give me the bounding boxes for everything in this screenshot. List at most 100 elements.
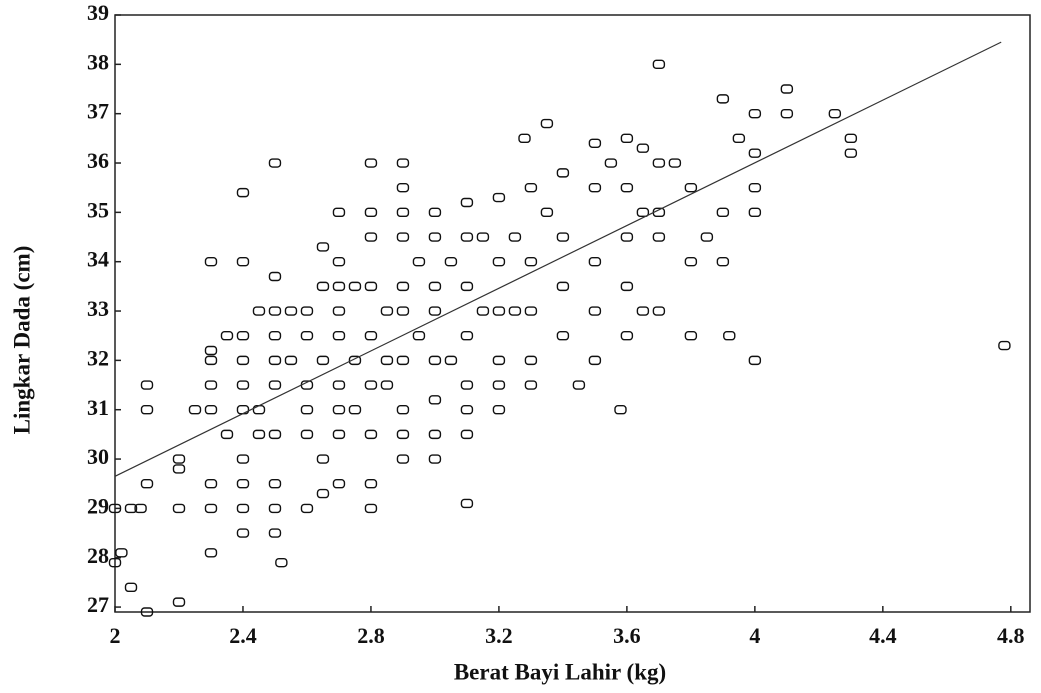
point xyxy=(204,345,218,356)
point xyxy=(364,503,378,514)
point xyxy=(188,405,202,415)
point xyxy=(364,281,378,292)
point xyxy=(556,331,570,341)
point xyxy=(396,306,410,316)
point xyxy=(236,405,250,415)
point xyxy=(268,331,282,341)
point xyxy=(268,380,282,390)
point xyxy=(268,479,282,489)
point xyxy=(444,355,458,366)
point xyxy=(572,380,586,390)
point xyxy=(268,306,282,316)
point xyxy=(284,355,298,366)
point xyxy=(332,479,346,489)
point xyxy=(396,405,410,415)
y-tick-label: 38 xyxy=(87,49,109,74)
point xyxy=(716,94,730,104)
point xyxy=(140,380,154,390)
point xyxy=(748,207,762,218)
point xyxy=(684,182,698,193)
point xyxy=(460,405,474,415)
point xyxy=(332,281,346,292)
point xyxy=(268,503,282,514)
point xyxy=(364,158,378,168)
point xyxy=(236,380,250,390)
point xyxy=(668,158,682,168)
point xyxy=(620,232,634,242)
point xyxy=(492,192,506,203)
point xyxy=(556,168,570,178)
point xyxy=(348,355,362,366)
y-tick-label: 39 xyxy=(87,0,109,25)
point xyxy=(588,306,602,316)
point xyxy=(620,133,634,144)
point xyxy=(268,355,282,366)
point xyxy=(492,405,506,415)
point xyxy=(172,503,186,514)
point xyxy=(204,479,218,489)
point xyxy=(140,607,154,617)
point xyxy=(134,503,147,514)
point xyxy=(396,182,410,193)
point xyxy=(684,256,698,267)
point xyxy=(556,232,570,242)
point xyxy=(604,158,618,168)
point xyxy=(300,503,314,514)
point xyxy=(332,207,346,218)
point xyxy=(380,355,394,366)
point xyxy=(268,158,282,168)
point xyxy=(364,479,378,489)
point xyxy=(540,118,554,129)
x-tick-label: 4 xyxy=(749,623,760,648)
point xyxy=(412,331,426,341)
point xyxy=(108,557,122,568)
point xyxy=(636,306,650,316)
point xyxy=(316,281,330,292)
point xyxy=(636,207,650,218)
point xyxy=(428,306,442,316)
point xyxy=(364,429,378,440)
point xyxy=(236,331,250,341)
point xyxy=(716,207,730,218)
y-tick-label: 28 xyxy=(87,543,109,568)
point xyxy=(620,281,634,292)
point xyxy=(284,306,298,316)
point xyxy=(428,281,442,292)
point xyxy=(252,306,266,316)
point xyxy=(460,331,474,341)
point xyxy=(236,355,250,366)
x-tick-label: 2 xyxy=(110,623,121,648)
point xyxy=(332,256,346,267)
point xyxy=(236,187,250,198)
point xyxy=(236,503,250,514)
point xyxy=(636,143,650,153)
point xyxy=(316,488,330,499)
point xyxy=(332,306,346,316)
point xyxy=(140,479,154,489)
point xyxy=(620,182,634,193)
point xyxy=(556,281,570,292)
point xyxy=(220,429,234,440)
point xyxy=(998,340,1011,351)
point xyxy=(204,503,218,514)
point xyxy=(204,405,218,415)
point xyxy=(540,207,554,218)
x-tick-label: 3.2 xyxy=(485,623,513,648)
point xyxy=(492,256,506,267)
point xyxy=(748,108,762,119)
point xyxy=(524,182,538,193)
point xyxy=(236,256,250,267)
point xyxy=(476,306,490,316)
point xyxy=(828,108,842,119)
y-tick-label: 33 xyxy=(87,296,109,321)
point xyxy=(300,429,314,440)
point xyxy=(428,232,442,242)
point xyxy=(652,306,666,316)
point xyxy=(652,59,666,70)
point xyxy=(220,331,234,341)
point xyxy=(204,380,218,390)
point xyxy=(300,306,314,316)
point xyxy=(332,331,346,341)
point xyxy=(236,454,250,464)
point xyxy=(460,281,474,292)
